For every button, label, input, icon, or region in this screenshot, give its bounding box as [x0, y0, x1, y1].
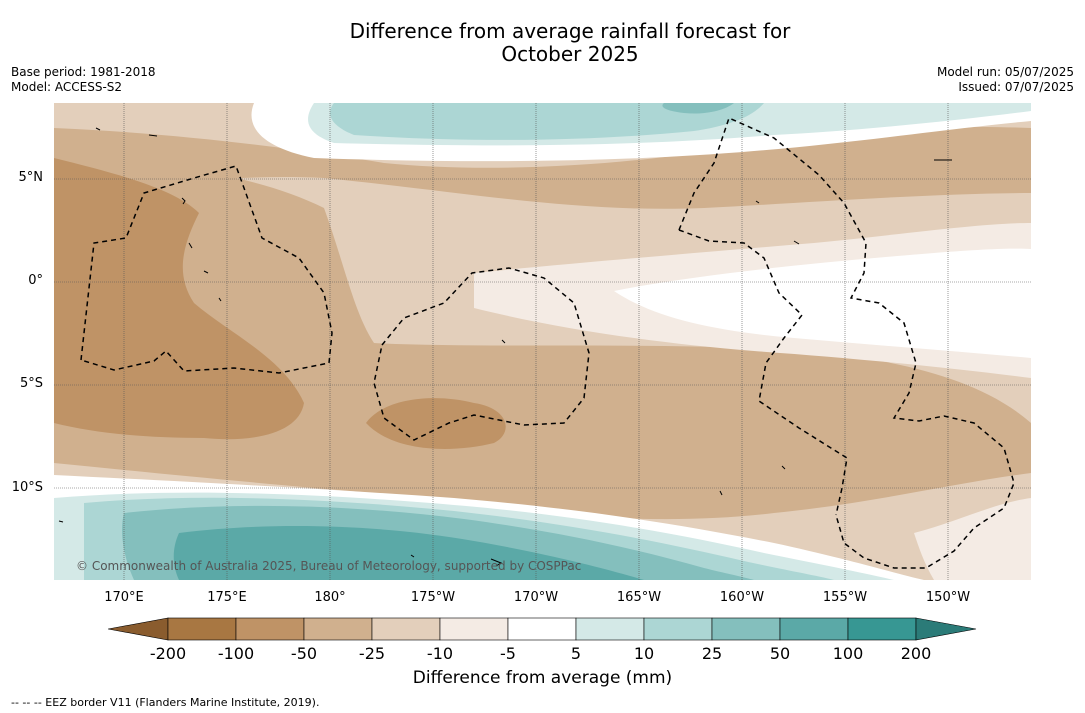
- colorbar-segment-1: [235, 617, 305, 641]
- lon-label-175w: 175°W: [410, 590, 456, 605]
- colorbar-segment-6: [575, 617, 645, 641]
- field-wet-100-bottom: [173, 526, 644, 580]
- colorbar-segment-9: [779, 617, 849, 641]
- colorbar-segment-5: [507, 617, 577, 641]
- field-dry-100-south: [366, 398, 506, 449]
- colorbar-segment-0: [167, 617, 237, 641]
- rainfall-map: © Commonwealth of Australia 2025, Bureau…: [54, 103, 1031, 580]
- islands: [58, 127, 952, 567]
- meta-left: Base period: 1981-2018 Model: ACCESS-S2: [11, 65, 156, 95]
- lat-label-0: 0°: [28, 273, 43, 288]
- colorbar-tick-label: -25: [358, 644, 386, 663]
- base-period: Base period: 1981-2018: [11, 65, 156, 79]
- title-line-2: October 2025: [501, 42, 639, 66]
- copyright-notice: © Commonwealth of Australia 2025, Bureau…: [76, 559, 582, 573]
- map-svg: [54, 103, 1031, 580]
- colorbar-segment-7: [643, 617, 713, 641]
- colorbar-tick-label: -5: [500, 644, 516, 663]
- lat-label-10s: 10°S: [11, 480, 43, 495]
- colorbar-segment-3: [371, 617, 441, 641]
- colorbar-segment-2: [303, 617, 373, 641]
- issued-date: Issued: 07/07/2025: [958, 80, 1074, 94]
- colorbar-segment-4: [439, 617, 509, 641]
- colorbar-svg: [107, 617, 977, 641]
- field-dry-10-bottom: [914, 498, 1031, 580]
- colorbar-over-arrow: [915, 617, 977, 641]
- lon-label-175e: 175°E: [207, 590, 247, 605]
- colorbar-tick-label: 10: [633, 644, 655, 663]
- colorbar-tick-label: 25: [701, 644, 723, 663]
- lat-label-5s: 5°S: [19, 376, 43, 391]
- colorbar-tick-label: 5: [570, 644, 582, 663]
- model-run: Model run: 05/07/2025: [936, 65, 1074, 79]
- field-wet-50-top: [662, 103, 734, 114]
- colorbar: [107, 616, 978, 642]
- map-title: Difference from average rainfall forecas…: [0, 20, 1085, 66]
- meta-right: Model run: 05/07/2025 Issued: 07/07/2025: [937, 65, 1074, 95]
- graticule: [54, 103, 1031, 580]
- field-wet-25-top: [330, 103, 764, 140]
- lon-label-150w: 150°W: [925, 590, 971, 605]
- colorbar-segment-8: [711, 617, 781, 641]
- lon-label-170e: 170°E: [104, 590, 144, 605]
- colorbar-segment-10: [847, 617, 917, 641]
- colorbar-tick-label: 50: [769, 644, 791, 663]
- colorbar-tick-label: -10: [426, 644, 454, 663]
- eez-legend-note: -- -- -- EEZ border V11 (Flanders Marine…: [11, 696, 320, 709]
- lon-label-160w: 160°W: [719, 590, 765, 605]
- model-name: Model: ACCESS-S2: [11, 80, 123, 94]
- eez-borders: [80, 116, 1015, 569]
- lat-label-5n: 5°N: [18, 170, 44, 185]
- title-line-1: Difference from average rainfall forecas…: [349, 19, 791, 43]
- colorbar-under-arrow: [107, 617, 169, 641]
- lon-label-180: 180°: [314, 590, 346, 605]
- colorbar-tick-label: -50: [290, 644, 318, 663]
- colorbar-tick-label: -200: [149, 644, 187, 663]
- lon-label-155w: 155°W: [822, 590, 868, 605]
- colorbar-tick-label: 100: [832, 644, 864, 663]
- field-dry-50-main: [54, 162, 1031, 520]
- colorbar-tick-label: -100: [217, 644, 255, 663]
- colorbar-tick-label: 200: [900, 644, 932, 663]
- colorbar-label: Difference from average (mm): [412, 668, 673, 688]
- field-neutral-tongue: [614, 248, 1031, 358]
- lon-label-170w: 170°W: [513, 590, 559, 605]
- lon-label-165w: 165°W: [616, 590, 662, 605]
